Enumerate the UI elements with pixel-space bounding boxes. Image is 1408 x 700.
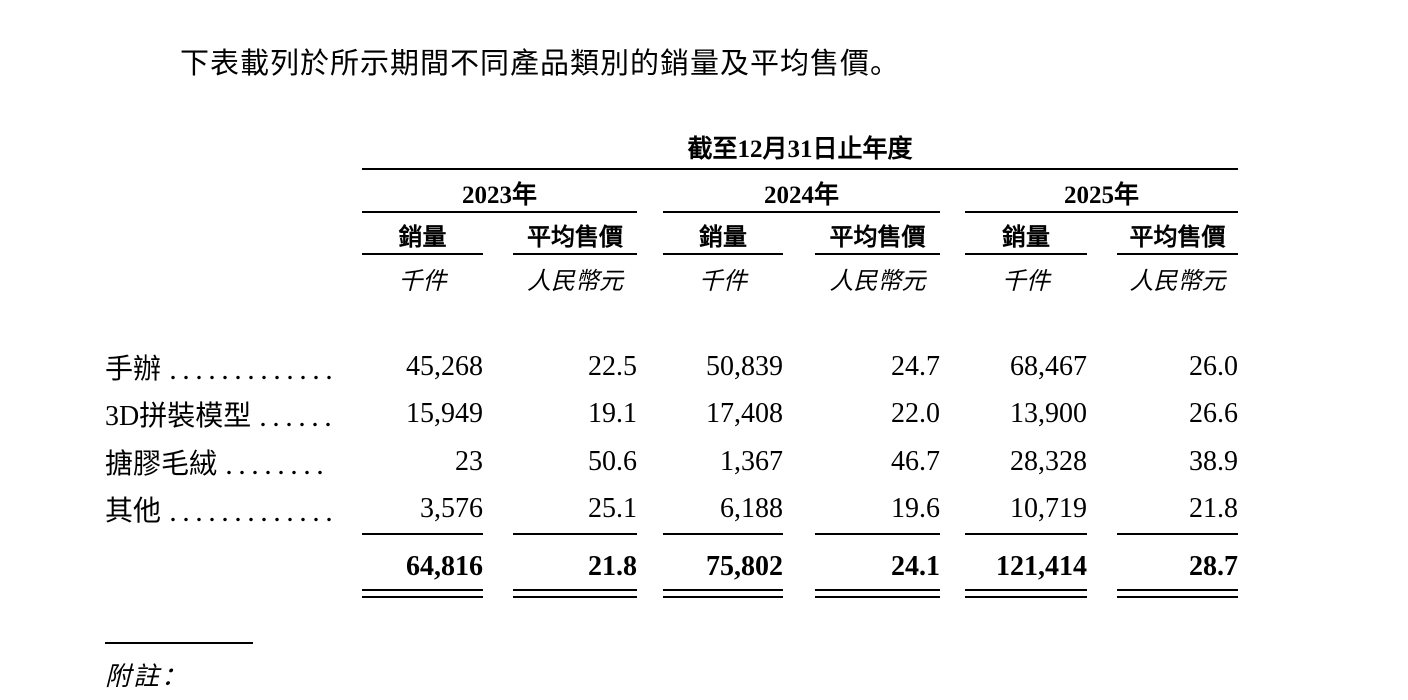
row-label-text: 其他	[105, 496, 162, 528]
table-body: 手辦 45,268 22.5 50,839 24.7 68,467 26.0 3…	[105, 343, 1238, 533]
footnote-section: 附註：	[105, 642, 1408, 693]
total-asp-2024: 24.1	[891, 551, 940, 582]
footnote-label: 附註：	[105, 662, 190, 691]
year-header-2025: 2025年	[965, 170, 1238, 213]
column-header-volume-2023: 銷量	[362, 213, 483, 255]
volume-cell-2025: 13,900	[1010, 398, 1087, 430]
double-rule	[513, 589, 637, 598]
dot-leader	[261, 422, 331, 428]
table-row-others: 其他 3,576 25.1 6,188 19.6 10,719 21.8	[105, 486, 1238, 534]
totals-double-rule-row	[105, 582, 1238, 598]
asp-cell-2023: 22.5	[588, 350, 637, 382]
unit-label-asp-2024: 人民幣元	[829, 269, 926, 295]
total-volume-2024: 75,802	[706, 551, 783, 582]
row-label: 3D拼裝模型	[105, 394, 335, 434]
table-caption: 截至12月31日止年度	[362, 137, 1238, 170]
asp-cell-2024: 24.7	[891, 350, 940, 382]
column-header-asp-2025: 平均售價	[1117, 213, 1238, 255]
volume-cell-2025: 28,328	[1010, 445, 1087, 477]
column-header-volume-2024: 銷量	[663, 213, 783, 255]
intro-paragraph: 下表載列於所示期間不同產品類別的銷量及平均售價。	[180, 48, 901, 80]
asp-cell-2025: 26.0	[1189, 350, 1238, 382]
year-header-row: 2023年 2024年 2025年	[105, 170, 1238, 213]
volume-cell-2024: 1,367	[720, 445, 783, 477]
double-rule	[965, 589, 1087, 598]
volume-cell-2024: 50,839	[706, 350, 783, 382]
single-rule	[815, 533, 940, 535]
dot-leader	[171, 517, 331, 523]
row-label-text: 3D拼裝模型	[105, 401, 252, 433]
asp-cell-2025: 38.9	[1189, 445, 1238, 477]
asp-cell-2023: 25.1	[588, 493, 637, 525]
column-header-asp-2023: 平均售價	[513, 213, 637, 255]
totals-row: 64,816 21.8 75,802 24.1 121,414 28.7	[105, 535, 1238, 582]
volume-cell-2023: 3,576	[420, 493, 483, 525]
unit-label-volume-2023: 千件	[398, 269, 447, 295]
volume-cell-2024: 17,408	[706, 398, 783, 430]
table-row-figures: 手辦 45,268 22.5 50,839 24.7 68,467 26.0	[105, 343, 1238, 391]
unit-label-asp-2025: 人民幣元	[1129, 269, 1226, 295]
total-asp-2025: 28.7	[1189, 551, 1238, 582]
double-rule	[663, 589, 783, 598]
total-volume-2025: 121,414	[996, 551, 1087, 582]
footnote-divider	[105, 642, 253, 644]
asp-cell-2023: 19.1	[588, 398, 637, 430]
volume-cell-2023: 15,949	[406, 398, 483, 430]
volume-cell-2024: 6,188	[720, 493, 783, 525]
single-rule	[513, 533, 637, 535]
double-rule	[1117, 589, 1238, 598]
volume-cell-2023: 45,268	[406, 350, 483, 382]
volume-cell-2025: 68,467	[1010, 350, 1087, 382]
asp-cell-2024: 22.0	[891, 398, 940, 430]
double-rule	[362, 589, 483, 598]
dot-leader	[171, 374, 331, 380]
asp-cell-2025: 21.8	[1189, 493, 1238, 525]
double-rule	[815, 589, 940, 598]
total-asp-2023: 21.8	[588, 551, 637, 582]
asp-cell-2023: 50.6	[588, 445, 637, 477]
table-caption-row: 截至12月31日止年度	[105, 137, 1238, 170]
unit-label-volume-2025: 千件	[1002, 269, 1050, 295]
table-row-vinyl-plush: 搪膠毛絨 23 50.6 1,367 46.7 28,328 38.9	[105, 438, 1238, 486]
units-row: 千件 人民幣元 千件 人民幣元 千件 人民幣元	[105, 255, 1238, 295]
total-volume-2023: 64,816	[406, 551, 483, 582]
unit-label-asp-2023: 人民幣元	[527, 269, 623, 295]
totals-top-rule-row	[105, 533, 1238, 535]
sales-table: 截至12月31日止年度 2023年 2024年 2025年 銷量 平均售價 銷量…	[105, 137, 1238, 598]
single-rule	[965, 533, 1087, 535]
asp-cell-2024: 46.7	[891, 445, 940, 477]
year-header-2024: 2024年	[663, 170, 940, 213]
volume-cell-2025: 10,719	[1010, 493, 1087, 525]
unit-label-volume-2024: 千件	[699, 269, 747, 295]
column-header-asp-2024: 平均售價	[815, 213, 940, 255]
row-label: 搪膠毛絨	[105, 442, 335, 482]
row-label-text: 手辦	[105, 353, 162, 385]
row-label: 其他	[105, 489, 335, 529]
column-header-volume-2025: 銷量	[965, 213, 1087, 255]
column-header-row: 銷量 平均售價 銷量 平均售價 銷量 平均售價	[105, 213, 1238, 255]
year-header-2023: 2023年	[362, 170, 637, 213]
single-rule	[1117, 533, 1238, 535]
table-row-3d-models: 3D拼裝模型 15,949 19.1 17,408 22.0 13,900 26…	[105, 391, 1238, 439]
dot-leader	[227, 469, 331, 475]
volume-cell-2023: 23	[455, 445, 483, 477]
single-rule	[362, 533, 483, 535]
single-rule	[663, 533, 783, 535]
asp-cell-2024: 19.6	[891, 493, 940, 525]
row-label: 手辦	[105, 347, 335, 387]
asp-cell-2025: 26.6	[1189, 398, 1238, 430]
row-label-text: 搪膠毛絨	[105, 448, 218, 480]
